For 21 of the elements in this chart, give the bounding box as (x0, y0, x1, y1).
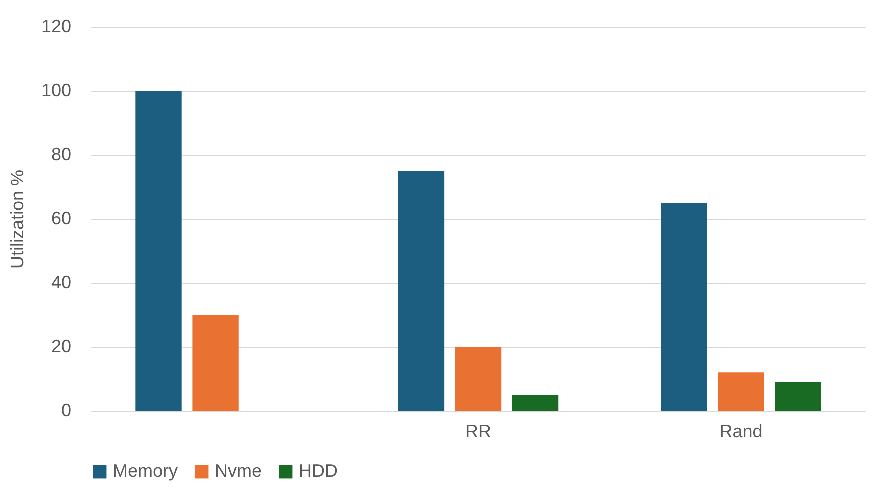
y-tick-label: 40 (51, 272, 72, 292)
bar (718, 372, 764, 411)
y-tick-label: 0 (61, 400, 72, 420)
y-tick-label: 120 (41, 16, 72, 36)
x-tick-label: RR (466, 422, 492, 442)
y-tick-label: 100 (41, 80, 72, 100)
y-tick-label: 80 (51, 144, 72, 164)
bar (455, 347, 502, 411)
legend-label: Nvme (215, 461, 262, 481)
y-tick-label: 60 (51, 208, 72, 228)
bar (775, 382, 822, 411)
y-tick-label: 20 (51, 336, 72, 356)
y-axis-title: Utilization % (7, 170, 28, 270)
bar (398, 171, 445, 411)
bar (512, 395, 559, 411)
legend-label: HDD (299, 461, 338, 481)
legend-label: Memory (113, 461, 178, 481)
bar (192, 315, 239, 411)
bar (661, 203, 708, 411)
bar (136, 91, 182, 411)
x-tick-label: Rand (720, 422, 763, 442)
